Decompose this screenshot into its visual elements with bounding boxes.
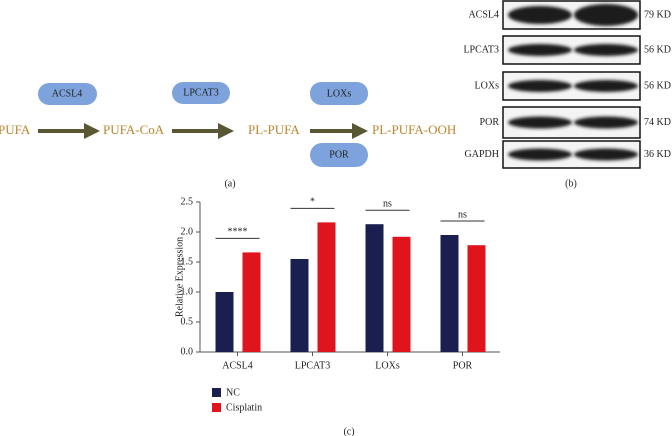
pathway-node: PUFA-CoA bbox=[103, 122, 165, 137]
significance-label: ns bbox=[383, 198, 392, 209]
blot-band bbox=[508, 148, 572, 161]
bar bbox=[392, 236, 411, 352]
enzyme-pill bbox=[38, 83, 97, 105]
legend-label: Cisplatin bbox=[226, 402, 262, 413]
enzyme-label: LPCAT3 bbox=[183, 87, 219, 98]
bar bbox=[467, 245, 486, 352]
blot-band bbox=[574, 80, 638, 92]
blot-protein: GAPDH bbox=[465, 149, 499, 160]
bar bbox=[317, 222, 336, 352]
x-tick-label: POR bbox=[453, 360, 473, 371]
y-axis-label: Relative Expression bbox=[174, 237, 185, 317]
panel-label: (b) bbox=[565, 178, 577, 189]
bar bbox=[290, 259, 309, 352]
blot-band bbox=[508, 116, 572, 129]
y-tick-label: 2.5 bbox=[181, 196, 194, 207]
x-tick-label: LOXs bbox=[375, 360, 400, 371]
blot-band bbox=[574, 44, 638, 56]
blot-band bbox=[574, 148, 638, 161]
y-tick-label: 0.0 bbox=[181, 346, 194, 357]
blot-size: 36 KD bbox=[644, 149, 671, 160]
x-tick-label: LPCAT3 bbox=[295, 360, 331, 371]
blot-band bbox=[508, 80, 572, 92]
blot-band bbox=[574, 4, 638, 26]
enzyme-label: ACSL4 bbox=[52, 88, 83, 99]
panel-label: (c) bbox=[343, 426, 354, 436]
blot-band bbox=[508, 44, 572, 56]
enzyme-pill bbox=[310, 82, 368, 105]
significance-label: * bbox=[310, 197, 315, 208]
y-tick-label: 1.0 bbox=[181, 286, 194, 297]
x-tick-label: ACSL4 bbox=[222, 360, 253, 371]
pathway: PUFA ACSL4 PUFA-CoA LPCAT3 PL-PUFA LOXs … bbox=[0, 82, 456, 189]
pathway-node: PL-PUFA-OOH bbox=[372, 122, 456, 137]
panel-label: (a) bbox=[224, 178, 235, 189]
pathway-node: PL-PUFA bbox=[248, 122, 300, 137]
blot-band bbox=[574, 116, 638, 129]
legend-swatch bbox=[212, 403, 221, 412]
chart: Relative Expression (c) 0.0 0.5 1.0 1.5 2.0 2… bbox=[174, 196, 500, 436]
y-tick-label: 2.0 bbox=[181, 226, 194, 237]
enzyme-pill bbox=[172, 82, 230, 104]
blot: (b) ACSL4 79 KD LPCAT3 56 KD LOXs 56 KD POR 74 … bbox=[463, 0, 671, 189]
blot-size: 79 KD bbox=[644, 9, 671, 20]
enzyme-label: POR bbox=[329, 149, 349, 160]
blot-band bbox=[508, 6, 572, 24]
enzyme-label: LOXs bbox=[327, 88, 352, 99]
significance-label: ns bbox=[458, 209, 467, 220]
significance-label: **** bbox=[228, 227, 248, 238]
blot-size: 56 KD bbox=[644, 80, 671, 91]
enzyme-pill bbox=[310, 143, 368, 167]
blot-protein: ACSL4 bbox=[468, 9, 499, 20]
pathway-node: PUFA bbox=[0, 122, 31, 137]
y-tick-label: 0.5 bbox=[181, 316, 194, 327]
bar bbox=[215, 292, 234, 352]
blot-size: 74 KD bbox=[644, 117, 671, 128]
blot-protein: LOXs bbox=[475, 80, 500, 91]
bar bbox=[440, 235, 459, 352]
bar bbox=[242, 252, 261, 352]
blot-protein: POR bbox=[480, 117, 500, 128]
blot-size: 56 KD bbox=[644, 44, 671, 55]
blot-protein: LPCAT3 bbox=[463, 44, 499, 55]
y-tick-label: 1.5 bbox=[181, 256, 194, 267]
legend-swatch bbox=[212, 388, 221, 397]
bar bbox=[365, 224, 384, 352]
legend-label: NC bbox=[226, 387, 240, 398]
